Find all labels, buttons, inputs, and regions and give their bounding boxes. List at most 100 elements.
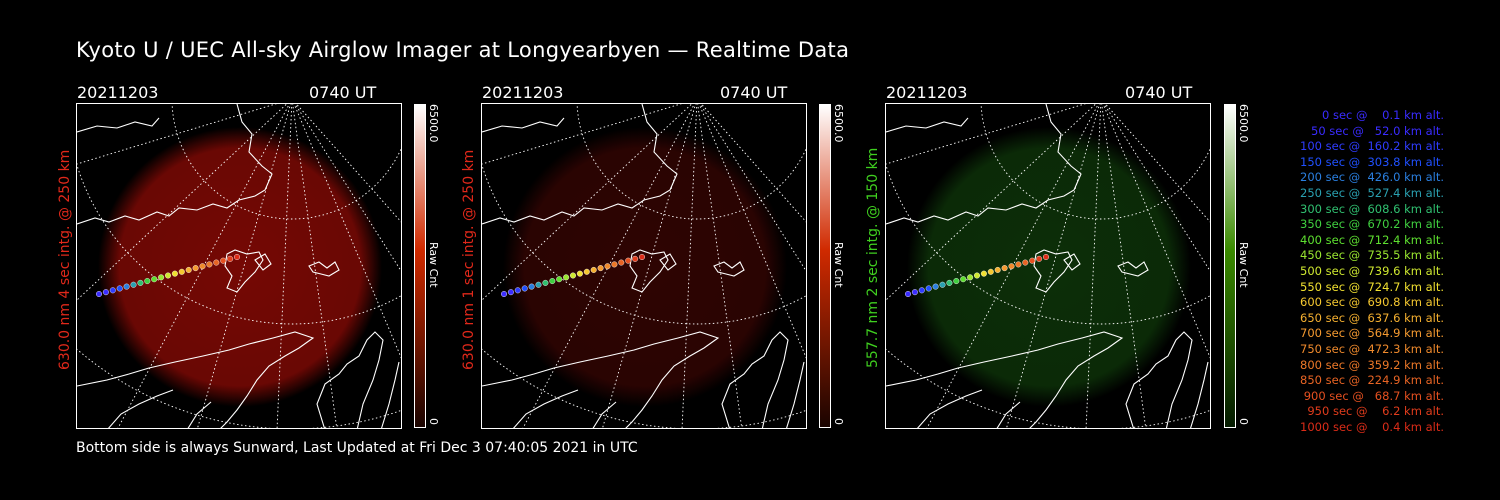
meridian-line — [1006, 104, 1101, 428]
trajectory-point — [220, 257, 227, 264]
trajectory-point — [597, 265, 604, 272]
trajectory-point — [604, 263, 611, 270]
coastline — [886, 331, 1124, 428]
coastline — [1190, 361, 1209, 428]
panel-2-ylabel: 630.0 nm 1 sec intg. @ 250 km — [461, 149, 477, 370]
legend-entry: 700 sec @ 564.9 km alt. — [1300, 326, 1444, 341]
panel-2-date: 20211203 — [482, 83, 564, 102]
coastline — [482, 331, 720, 428]
trajectory-point — [563, 274, 570, 281]
trajectory-point — [569, 272, 576, 279]
trajectory-point — [158, 274, 165, 281]
panel-2-cbar-max: 6500.0 — [832, 104, 845, 143]
coastline — [108, 389, 174, 428]
panel-3-map — [886, 104, 1210, 428]
trajectory-point — [611, 261, 618, 268]
legend-entry: 250 sec @ 527.4 km alt. — [1300, 185, 1444, 200]
trajectory-point — [939, 281, 946, 288]
trajectory-point — [918, 287, 925, 294]
coastline — [77, 331, 315, 428]
legend-entry: 850 sec @ 224.9 km alt. — [1300, 373, 1444, 388]
airglow-field — [907, 127, 1191, 407]
panel-1-time: 0740 UT — [309, 83, 377, 102]
meridian-line — [886, 104, 1097, 301]
panel-3-date: 20211203 — [886, 83, 968, 102]
trajectory-point — [535, 281, 542, 288]
trajectory-point — [109, 287, 116, 294]
trajectory-point — [192, 265, 199, 272]
meridian-line — [886, 104, 1087, 165]
latitude-circle — [576, 104, 806, 220]
trajectory-point — [987, 268, 994, 275]
meridian-line — [77, 104, 288, 301]
coastline — [713, 261, 745, 277]
panel-1-ylabel: 630.0 nm 4 sec intg. @ 250 km — [57, 149, 73, 370]
meridian-line — [294, 104, 401, 272]
panel-3-cbar-min: 0 — [1237, 418, 1250, 425]
latitude-circle — [482, 163, 806, 325]
panel-2-map — [482, 104, 806, 428]
trajectory-point — [1029, 257, 1036, 264]
trajectory-point — [905, 290, 912, 297]
coastline — [254, 253, 272, 271]
coastline — [786, 361, 805, 428]
trajectory-point — [227, 255, 234, 262]
trajectory-point — [514, 287, 521, 294]
panel-2-cbar-unit: Raw Cnt — [832, 242, 845, 288]
panel-2-time: 0740 UT — [720, 83, 788, 102]
latitude-circle — [77, 163, 401, 325]
coastline — [886, 117, 969, 133]
meridian-line — [522, 104, 695, 428]
legend-entry: 950 sec @ 6.2 km alt. — [1307, 404, 1444, 419]
panel-3-image — [885, 103, 1211, 429]
panel-2-image — [481, 103, 807, 429]
panel-1-map — [77, 104, 401, 428]
panel-3-colorbar — [1224, 104, 1236, 428]
trajectory-point — [625, 257, 632, 264]
legend-entry: 150 sec @ 303.8 km alt. — [1300, 154, 1444, 169]
legend-entry: 450 sec @ 735.5 km alt. — [1300, 248, 1444, 263]
trajectory-point — [576, 270, 583, 277]
latitude-circle — [171, 104, 401, 220]
latitude-circle — [980, 104, 1210, 220]
trajectory-point — [911, 289, 918, 296]
legend-entry: 300 sec @ 608.6 km alt. — [1300, 201, 1444, 216]
panel-3-time: 0740 UT — [1125, 83, 1193, 102]
trajectory-point — [946, 279, 953, 286]
trajectory-point — [618, 259, 625, 266]
trajectory-point — [102, 289, 109, 296]
trajectory-point — [178, 268, 185, 275]
panel-1-date: 20211203 — [77, 83, 159, 102]
meridian-line — [482, 104, 693, 301]
panel-1-cbar-max: 6500.0 — [427, 104, 440, 143]
trajectory-point — [980, 270, 987, 277]
meridian-line — [197, 104, 292, 428]
trajectory-point — [123, 283, 130, 290]
panel-2-cbar-min: 0 — [832, 418, 845, 425]
coastline — [381, 361, 400, 428]
legend-entry: 550 sec @ 724.7 km alt. — [1300, 279, 1444, 294]
panel-3-ylabel: 557.7 nm 2 sec intg. @ 150 km — [865, 147, 881, 368]
trajectory-point — [144, 278, 151, 285]
trajectory-point — [932, 283, 939, 290]
trajectory-point — [542, 279, 549, 286]
meridian-line — [602, 104, 697, 428]
coastline — [316, 331, 384, 428]
meridian-line — [276, 104, 293, 428]
coastline — [629, 249, 669, 293]
panel-1-colorbar — [414, 104, 426, 428]
footer-note: Bottom side is always Sunward, Last Upda… — [76, 440, 638, 456]
legend-entry: 900 sec @ 68.7 km alt. — [1303, 388, 1444, 403]
coastline — [1063, 253, 1081, 271]
trajectory-point — [953, 278, 960, 285]
legend-entry: 100 sec @ 160.2 km alt. — [1300, 139, 1444, 154]
trajectory-point — [233, 253, 240, 260]
coastline — [308, 261, 340, 277]
meridian-line — [77, 104, 278, 165]
trajectory-point — [206, 261, 213, 268]
trajectory-point — [556, 276, 563, 283]
meridian-line — [1085, 104, 1102, 428]
panel-3-cbar-unit: Raw Cnt — [1237, 242, 1250, 288]
meridian-line — [482, 104, 683, 165]
trajectory-point — [213, 259, 220, 266]
